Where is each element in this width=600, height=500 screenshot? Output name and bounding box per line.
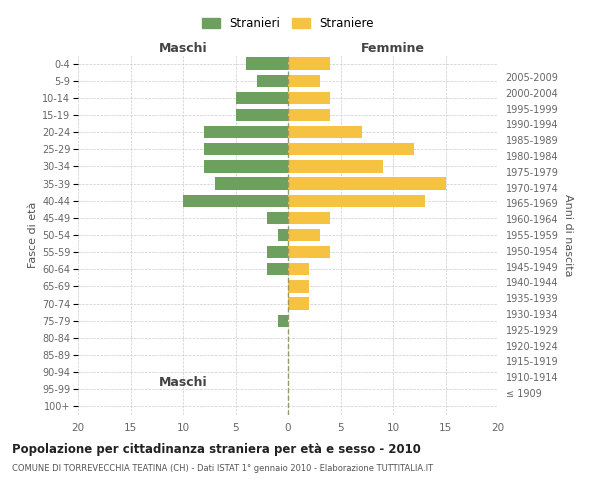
Bar <box>235 109 288 121</box>
Bar <box>204 143 288 156</box>
Bar <box>183 194 288 207</box>
Legend: Stranieri, Straniere: Stranieri, Straniere <box>199 14 377 34</box>
Bar <box>204 126 288 138</box>
Bar <box>267 246 288 258</box>
Bar <box>288 126 361 138</box>
Bar <box>288 194 425 207</box>
Bar <box>288 246 330 258</box>
Bar <box>288 212 330 224</box>
Bar <box>288 280 309 292</box>
Text: Maschi: Maschi <box>158 42 208 55</box>
Bar <box>235 92 288 104</box>
Y-axis label: Anni di nascita: Anni di nascita <box>563 194 572 276</box>
Bar <box>288 178 445 190</box>
Bar <box>277 229 288 241</box>
Bar <box>288 229 320 241</box>
Y-axis label: Fasce di età: Fasce di età <box>28 202 38 268</box>
Bar <box>288 74 320 87</box>
Bar <box>288 160 383 172</box>
Bar <box>246 58 288 70</box>
Text: Popolazione per cittadinanza straniera per età e sesso - 2010: Popolazione per cittadinanza straniera p… <box>12 442 421 456</box>
Text: Maschi: Maschi <box>158 376 208 389</box>
Bar <box>288 263 309 276</box>
Bar <box>204 160 288 172</box>
Bar <box>277 314 288 327</box>
Bar <box>257 74 288 87</box>
Bar <box>267 263 288 276</box>
Text: COMUNE DI TORREVECCHIA TEATINA (CH) - Dati ISTAT 1° gennaio 2010 - Elaborazione : COMUNE DI TORREVECCHIA TEATINA (CH) - Da… <box>12 464 433 473</box>
Bar <box>267 212 288 224</box>
Bar <box>288 92 330 104</box>
Bar <box>288 298 309 310</box>
Bar <box>288 143 414 156</box>
Text: Femmine: Femmine <box>361 42 425 55</box>
Bar <box>288 58 330 70</box>
Bar <box>288 109 330 121</box>
Bar <box>215 178 288 190</box>
